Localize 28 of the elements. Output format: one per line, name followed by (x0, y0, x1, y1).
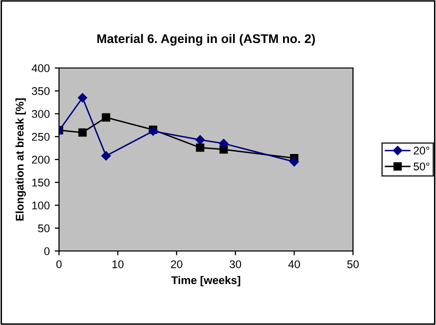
x-tick-label: 50 (347, 260, 359, 268)
y-tick-label: 50 (38, 224, 50, 232)
legend-label: 50° (414, 162, 430, 170)
chart-title: Material 6. Ageing in oil (ASTM no. 2) (97, 34, 315, 46)
x-tick-label: 40 (288, 260, 300, 268)
y-tick-label: 0 (44, 247, 50, 256)
y-tick-label: 350 (32, 87, 50, 96)
x-tick-label: 30 (230, 260, 242, 268)
y-tick-label: 250 (32, 132, 50, 141)
y-tick-label: 400 (32, 64, 50, 72)
y-tick-label: 100 (32, 202, 50, 210)
y-tick-label: 300 (32, 110, 50, 118)
y-tick-label: 150 (32, 178, 50, 187)
point (101, 151, 111, 160)
point (78, 93, 88, 102)
x-tick-label: 10 (112, 260, 124, 268)
point (219, 138, 228, 148)
x-axis-title: Time [weeks] (171, 276, 240, 286)
x-tick-label: 0 (56, 260, 62, 268)
point (102, 113, 110, 122)
point (290, 157, 299, 166)
y-axis-title: Elongation at break [%] (15, 98, 26, 220)
y-tick-label: 200 (32, 156, 50, 164)
point (78, 128, 87, 137)
point (196, 143, 204, 152)
point (195, 135, 205, 144)
legend-label: 20° (414, 146, 430, 155)
x-tick-label: 20 (170, 260, 182, 268)
